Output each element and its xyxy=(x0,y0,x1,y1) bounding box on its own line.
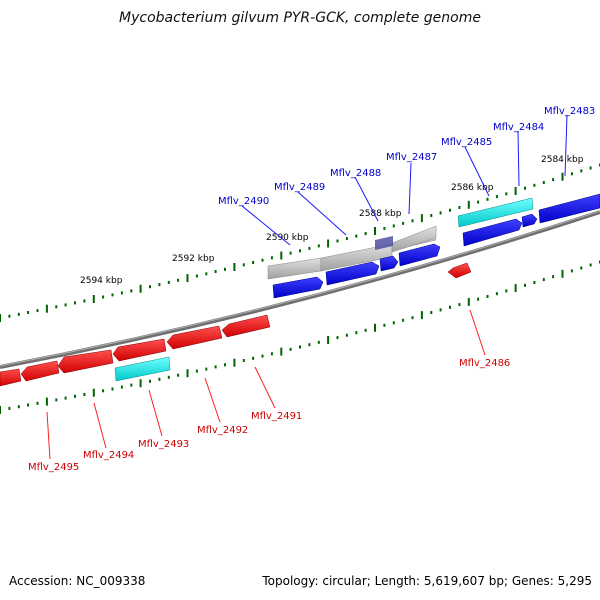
tick-label-2594: 2594 kbp xyxy=(80,276,123,286)
gene-arrow-mflv-2486[interactable] xyxy=(447,262,472,279)
gene-arrow-mflv-2492[interactable] xyxy=(166,325,223,350)
forward-leaders xyxy=(241,114,568,246)
gene-label-mflv-2483[interactable]: Mflv_2483 xyxy=(544,106,595,117)
gene-arrow-mflv-2485[interactable] xyxy=(462,218,523,247)
reverse-features xyxy=(0,262,472,387)
tick-label-2586: 2586 kbp xyxy=(451,183,494,193)
gene-arrow-mflv-2489[interactable] xyxy=(325,261,380,286)
forward-features xyxy=(267,193,600,299)
gene-arrow-mflv-2487[interactable] xyxy=(398,243,441,267)
gene-label-mflv-2487[interactable]: Mflv_2487 xyxy=(386,152,437,163)
gene-label-mflv-2492[interactable]: Mflv_2492 xyxy=(197,425,248,436)
tick-label-2590: 2590 kbp xyxy=(266,233,309,243)
gene-arrow-mflv-2491[interactable] xyxy=(221,314,271,338)
genome-backbone xyxy=(0,210,600,369)
reverse-leaders xyxy=(46,309,486,460)
gene-label-mflv-2495[interactable]: Mflv_2495 xyxy=(28,462,79,473)
gene-label-mflv-2485[interactable]: Mflv_2485 xyxy=(441,137,492,148)
gene-label-mflv-2494[interactable]: Mflv_2494 xyxy=(83,450,134,461)
gene-label-mflv-2488[interactable]: Mflv_2488 xyxy=(330,168,381,179)
gene-arrow-mflv-2484[interactable] xyxy=(521,213,538,228)
inner-tick-ring xyxy=(0,260,600,414)
gene-arrow-mflv-2494[interactable] xyxy=(57,349,114,374)
genome-backbone-highlight xyxy=(0,210,600,367)
tick-label-2588: 2588 kbp xyxy=(359,209,402,219)
gene-arrow-mflv-2483[interactable] xyxy=(538,193,600,224)
gene-label-mflv-2493[interactable]: Mflv_2493 xyxy=(138,439,189,450)
gene-arrow-partial[interactable] xyxy=(0,368,22,387)
genome-stats-text: Topology: circular; Length: 5,619,607 bp… xyxy=(262,574,592,588)
gene-label-mflv-2489[interactable]: Mflv_2489 xyxy=(274,182,325,193)
gene-label-mflv-2490[interactable]: Mflv_2490 xyxy=(218,196,269,207)
rna-feature-forward[interactable] xyxy=(457,197,534,228)
gene-label-mflv-2491[interactable]: Mflv_2491 xyxy=(251,411,302,422)
tick-label-2592: 2592 kbp xyxy=(172,254,215,264)
gene-arrow-mflv-2493[interactable] xyxy=(112,338,167,362)
genome-title: Mycobacterium gilvum PYR-GCK, complete g… xyxy=(119,10,481,26)
gene-arrow-mflv-2488[interactable] xyxy=(379,255,399,272)
tick-label-2584: 2584 kbp xyxy=(541,155,584,165)
gene-label-mflv-2486[interactable]: Mflv_2486 xyxy=(459,358,510,369)
outer-tick-ring xyxy=(0,163,600,322)
rna-feature-reverse[interactable] xyxy=(114,356,171,382)
gene-arrow-mflv-2490[interactable] xyxy=(272,276,324,299)
gene-label-mflv-2484[interactable]: Mflv_2484 xyxy=(493,122,544,133)
accession-text: Accession: NC_009338 xyxy=(9,574,146,588)
gene-arrow-mflv-2495[interactable] xyxy=(20,360,60,382)
pseudogene-segment[interactable] xyxy=(267,225,437,280)
